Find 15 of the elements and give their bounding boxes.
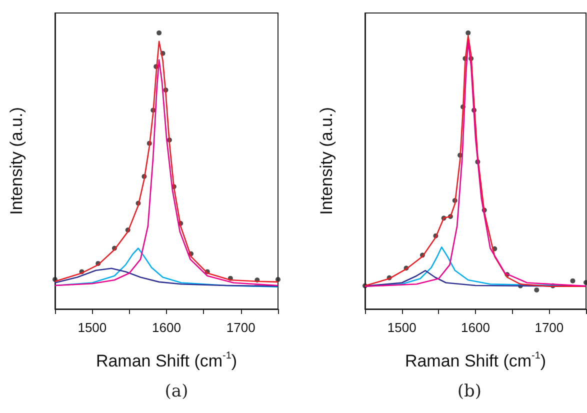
x-tick-label: 1500	[78, 320, 107, 335]
point	[570, 278, 576, 284]
text: (a)	[164, 382, 188, 402]
text: (b)	[457, 382, 482, 402]
x-tick-label: 1600	[461, 320, 490, 335]
y-axis-title: Intensity (a.u.)	[7, 107, 26, 215]
point	[276, 276, 280, 282]
x-tick-label: 1500	[387, 320, 416, 335]
y-axis-title: Intensity (a.u.)	[317, 107, 336, 215]
point	[534, 287, 540, 292]
x-tick-label: 1700	[534, 320, 564, 335]
x-tick-label: 1700	[226, 320, 256, 335]
x-tick-label: 1600	[152, 320, 181, 335]
point	[156, 30, 162, 36]
point	[466, 30, 471, 36]
